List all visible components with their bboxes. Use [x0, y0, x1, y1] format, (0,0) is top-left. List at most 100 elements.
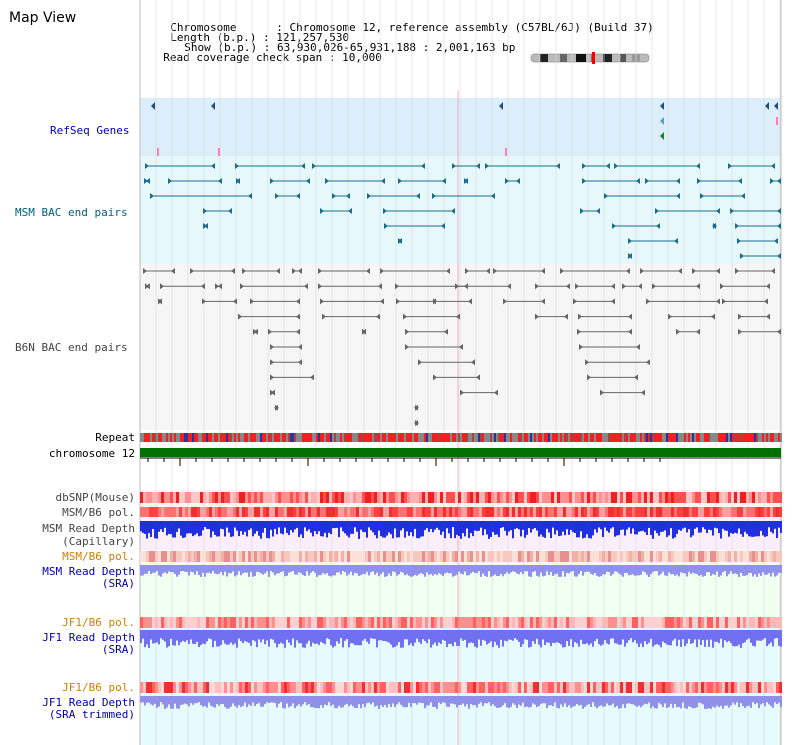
msm-pol-cell	[305, 507, 308, 517]
repeat-segment	[318, 433, 320, 442]
repeat-segment	[496, 433, 498, 442]
jf1-depth-sra-bar	[552, 630, 554, 643]
jf1-depth-trim-bar	[256, 696, 258, 704]
msm-pol2-cell	[632, 551, 635, 562]
dbsnp-cell	[644, 492, 647, 503]
repeat-segment	[624, 433, 626, 442]
msm-pol2-cell	[374, 551, 377, 562]
msm-depth-sra-bar	[360, 565, 362, 576]
msm-depth-sra-bar	[464, 565, 466, 572]
jf1-depth-trim-bar	[196, 696, 198, 704]
b6n-bac-pair-end	[233, 298, 237, 305]
msm-depth-cap-label[interactable]: MSM Read Depth	[42, 522, 135, 535]
msm-bac-pair-end	[655, 208, 659, 214]
msm-pol-cell	[602, 507, 605, 517]
repeat-segment	[722, 433, 724, 442]
jf1-depth-sra-bar	[414, 630, 416, 643]
msm-depth-sra-bar	[378, 565, 380, 577]
refseq-label[interactable]: RefSeq Genes	[50, 124, 130, 137]
repeat-segment	[314, 433, 316, 442]
msm-bac-label[interactable]: MSM BAC end pairs	[15, 206, 128, 219]
jf1-depth-trim-bar	[680, 696, 682, 709]
msm-pol-cell	[254, 507, 257, 517]
msm-depth-cap-bar	[632, 521, 634, 529]
jf1-pol2-cell	[665, 682, 668, 693]
msm-depth-cap-bar	[280, 521, 282, 534]
msm-bac-pair-end	[441, 223, 445, 229]
jf1-depth-sra-bar	[700, 630, 702, 646]
msm-bac-pair-end	[485, 163, 489, 169]
jf1-depth-sra-label[interactable]: JF1 Read Depth	[42, 631, 135, 644]
dbsnp-cell	[275, 492, 278, 503]
dbsnp-cell	[233, 492, 236, 503]
jf1-pol2-cell	[776, 682, 779, 693]
b6n-bac-pair-end	[716, 298, 720, 305]
b6n-bac-pair-end	[503, 298, 507, 305]
jf1-depth-sra-bar	[642, 630, 644, 648]
repeat-segment	[612, 433, 614, 442]
repeat-segment	[254, 433, 256, 442]
jf1-depth-sra-bar	[258, 630, 260, 640]
jf1-pol-cell	[353, 617, 356, 628]
dbsnp-cell	[227, 492, 230, 503]
msm-depth-cap-bar	[470, 521, 472, 534]
msm-depth-cap-bar	[290, 521, 292, 531]
msm-depth-sra-bar	[446, 565, 448, 573]
msm-depth-sra-bar	[368, 565, 370, 576]
msm-pol2-cell	[239, 551, 242, 562]
msm-pol-cell	[326, 507, 329, 517]
jf1-pol2-cell	[221, 682, 224, 693]
jf1-pol2-cell	[485, 682, 488, 693]
msm-pol-cell	[500, 507, 503, 517]
msm-pol-cell	[197, 507, 200, 517]
b6n-bac-pair-end	[564, 313, 568, 320]
msm-b6-pol2-label[interactable]: MSM/B6 pol.	[62, 550, 135, 563]
jf1-depth-sra-bar	[360, 630, 362, 646]
msm-depth-cap-bar	[704, 521, 706, 530]
dbsnp-cell	[266, 492, 269, 503]
jf1-depth-sra-bar	[328, 630, 330, 640]
msm-depth-sra-bar	[344, 565, 346, 573]
msm-depth-sra-bar	[448, 565, 450, 574]
jf1-pol-cell	[431, 617, 434, 628]
jf1-pol-cell	[740, 617, 743, 628]
msm-pol2-cell	[263, 551, 266, 562]
msm-pol-cell	[698, 507, 701, 517]
msm-depth-sra-bar	[574, 565, 576, 577]
msm-b6-pol-label[interactable]: MSM/B6 pol.	[62, 506, 135, 519]
b6n-bac-pair-end	[432, 298, 436, 305]
repeat-segment	[596, 433, 598, 442]
msm-pol-cell	[236, 507, 239, 517]
dbsnp-cell	[395, 492, 398, 503]
msm-pol2-cell	[320, 551, 323, 562]
repeat-segment	[726, 433, 728, 442]
msm-depth-sra-bar	[342, 565, 344, 572]
msm-bac-pair-end	[236, 178, 240, 184]
dbsnp-label[interactable]: dbSNP(Mouse)	[55, 491, 135, 504]
jf1-depth-trim-label[interactable]: JF1 Read Depth	[42, 696, 135, 709]
jf1-depth-sra-bar	[392, 630, 394, 648]
jf1-pol2-cell	[218, 682, 221, 693]
jf1-b6-pol-label[interactable]: JF1/B6 pol.	[62, 616, 135, 629]
msm-bac-pair-end	[741, 193, 745, 199]
msm-pol2-cell	[599, 551, 602, 562]
jf1-depth-sra-bar	[646, 630, 648, 645]
jf1-pol-cell	[380, 617, 383, 628]
msm-pol2-cell	[179, 551, 182, 562]
jf1-depth-trim-bar	[478, 696, 480, 704]
jf1-depth-sra-bar	[318, 630, 320, 645]
jf1-depth-sra-bar	[282, 630, 284, 644]
msm-depth-sra-bar	[604, 565, 606, 575]
jf1-pol2-cell	[275, 682, 278, 693]
chromosome-ideogram[interactable]	[528, 52, 654, 64]
repeat-segment	[444, 433, 446, 442]
b6n-bac-pair-end	[271, 389, 275, 396]
msm-depth-sra-bar	[764, 565, 766, 575]
msm-depth-sra-bar	[716, 565, 718, 572]
jf1-b6-pol2-label[interactable]: JF1/B6 pol.	[62, 681, 135, 694]
repeat-segment	[638, 433, 640, 442]
msm-pol2-cell	[656, 551, 659, 562]
msm-depth-sra-label[interactable]: MSM Read Depth	[42, 565, 135, 578]
b6n-bac-label[interactable]: B6N BAC end pairs	[15, 341, 128, 354]
msm-depth-sra-bar	[440, 565, 442, 575]
